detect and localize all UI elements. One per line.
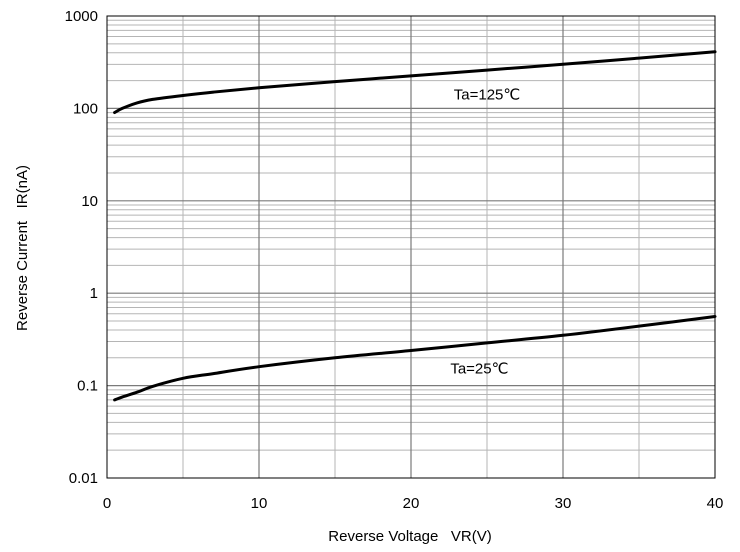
- x-tick-label: 40: [707, 495, 724, 512]
- y-tick-label: 0.01: [69, 470, 98, 487]
- y-tick-label: 1: [90, 285, 98, 302]
- x-tick-label: 20: [403, 495, 420, 512]
- x-tick-label: 10: [251, 495, 268, 512]
- x-tick-labels: 0 10 20 30 40: [103, 495, 724, 512]
- series-line-1: [113, 315, 717, 402]
- x-tick-label: 30: [555, 495, 572, 512]
- y-tick-labels: 0.01 0.1 1 10 100 1000: [65, 8, 98, 487]
- y-tick-label: 0.1: [77, 378, 98, 395]
- y-tick-label: 10: [81, 193, 98, 210]
- annotations: Ta=125℃ Ta=25℃: [450, 86, 520, 377]
- x-tick-label: 0: [103, 495, 111, 512]
- series-line-0: [113, 50, 717, 115]
- major-gridlines: [107, 16, 715, 478]
- plot-area-frame: [106, 15, 716, 479]
- x-axis-title: Reverse Voltage VR(V): [328, 528, 491, 545]
- annotation-label-1: Ta=25℃: [450, 361, 508, 378]
- series-layer: [113, 50, 717, 402]
- y-tick-label: 1000: [65, 8, 98, 25]
- y-tick-label: 100: [73, 100, 98, 117]
- annotation-label-0: Ta=125℃: [454, 86, 520, 103]
- y-axis-title: Reverse Current IR(nA): [14, 165, 31, 331]
